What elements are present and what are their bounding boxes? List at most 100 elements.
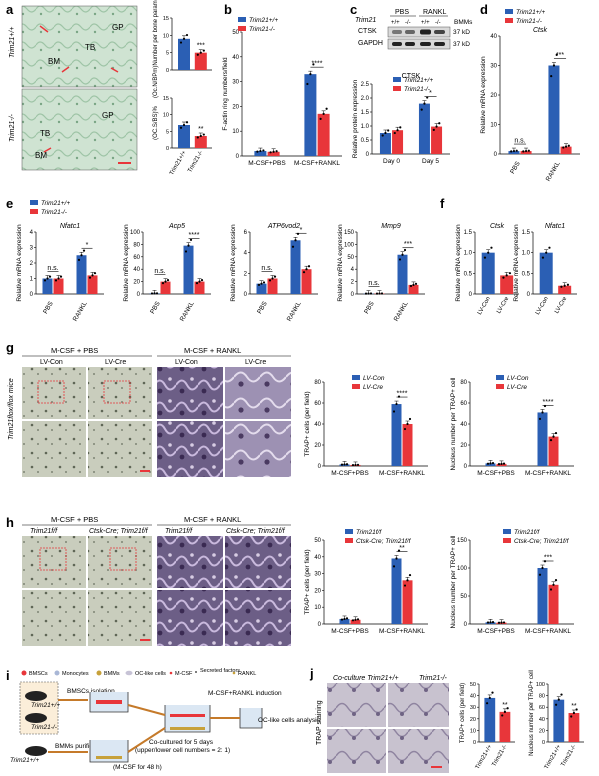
x-tick-label: RANKL xyxy=(72,300,89,323)
legend-oc-cells: OC-like cells xyxy=(135,671,166,677)
tick-label: 60 xyxy=(133,255,140,261)
legend-label: Trim21-/- xyxy=(249,26,276,33)
significance-label: *** xyxy=(556,52,564,59)
data-point xyxy=(401,253,404,256)
data-point xyxy=(545,251,548,254)
significance-label: *** xyxy=(404,241,412,248)
x-tick-label: M-CSF+RANKL xyxy=(379,470,425,477)
data-point xyxy=(319,117,322,120)
legend-mcsf: M-CSF xyxy=(175,671,193,677)
data-point xyxy=(57,277,60,280)
x-tick-label: LV-Con xyxy=(477,296,492,316)
tick-label: 1.0 xyxy=(464,251,473,257)
significance-label: **** xyxy=(543,399,554,406)
data-point xyxy=(491,621,495,624)
data-point xyxy=(343,617,346,621)
data-point xyxy=(566,283,570,286)
x-tick-label: Day 0 xyxy=(383,158,400,165)
header-ctsk-cre-2: Ctsk-Cre; Trim21f/f xyxy=(226,528,286,535)
panel-letter-g: g xyxy=(6,340,14,355)
panel-i: i BMSCs Monocytes BMMs OC-like cells M-C… xyxy=(6,668,321,771)
x-tick-label: PBS xyxy=(256,300,269,315)
data-point xyxy=(552,64,556,67)
bar-wt xyxy=(548,65,560,154)
data-point xyxy=(161,281,165,285)
bar-wt xyxy=(537,568,548,624)
significance-label: n.s. xyxy=(154,268,165,275)
data-point xyxy=(505,274,508,277)
tick-label: 80 xyxy=(133,242,140,248)
tick-label: 2 xyxy=(244,271,248,277)
data-point xyxy=(322,112,325,115)
tick-label: 40 xyxy=(460,422,467,428)
data-point xyxy=(273,275,277,278)
legend-label: Trim21+/+ xyxy=(249,17,278,24)
tick-label: 0 xyxy=(244,292,248,298)
bar-ko xyxy=(402,424,413,466)
tick-label: 40 xyxy=(314,555,321,561)
tick-label: 30 xyxy=(232,80,239,86)
tick-label: 0 xyxy=(494,152,498,158)
data-point xyxy=(423,102,426,105)
legend-label: Trim21+/+ xyxy=(404,77,433,84)
tick-label: 60 xyxy=(539,705,545,711)
tick-label: 0 xyxy=(542,740,545,746)
bar-wt xyxy=(76,255,87,294)
data-point xyxy=(560,285,563,288)
data-point xyxy=(378,292,381,295)
data-point xyxy=(275,150,278,153)
data-point xyxy=(271,277,274,280)
tick-label: 2.5 xyxy=(361,82,370,88)
data-point xyxy=(302,271,306,274)
y-axis-label: (Oc.N/BPm)Number per bone parameter xyxy=(153,0,159,98)
micrograph-h-2 xyxy=(88,536,152,588)
tick-label: 1.5 xyxy=(464,230,473,236)
data-point xyxy=(88,276,92,279)
header-mcsf-pbs: M-CSF + PBS xyxy=(51,346,98,355)
data-point xyxy=(506,707,509,710)
data-point xyxy=(395,402,398,406)
data-point xyxy=(343,463,346,466)
data-point xyxy=(312,63,315,66)
legend-swatch xyxy=(496,375,504,380)
data-point xyxy=(185,33,189,37)
data-point xyxy=(272,150,275,153)
data-point xyxy=(500,621,503,624)
x-tick-label: Trim21+/+ xyxy=(475,744,494,771)
bmsc-icon xyxy=(21,670,27,676)
data-point xyxy=(564,145,568,148)
data-point xyxy=(500,462,503,465)
blot-strip-ctsk xyxy=(387,26,451,38)
legend-swatch xyxy=(30,200,38,205)
bar-ko xyxy=(267,151,280,156)
micrograph-h-7 xyxy=(157,590,223,646)
chart-title: ATP6vod2 xyxy=(267,223,300,230)
legend-monocytes: Monocytes xyxy=(62,671,89,677)
micrograph-g-7 xyxy=(157,421,223,477)
bar-wt xyxy=(418,103,430,154)
significance-label: ** xyxy=(399,545,405,552)
header-lv-cre-1: LV-Cre xyxy=(105,359,126,366)
tick-label: 0 xyxy=(351,292,355,298)
data-point xyxy=(345,463,349,466)
mouse-icon xyxy=(25,691,47,756)
data-point xyxy=(497,621,501,624)
tick-label: 10 xyxy=(232,129,239,135)
panel-letter-f: f xyxy=(440,196,445,211)
tick-label: 0 xyxy=(464,464,468,470)
legend-label: Ctsk-Cre; Trim21f/f xyxy=(514,538,570,545)
bar-ko xyxy=(548,584,559,624)
data-point xyxy=(187,244,190,247)
legend-label: Ctsk-Cre; Trim21f/f xyxy=(356,538,412,545)
chart-a-bottom: 0 5 10 15 (OC.S/BS)% ** Trim21+/+ Trim21-/- xyxy=(153,96,212,176)
data-point xyxy=(182,123,186,127)
tick-label: 20 xyxy=(133,280,140,286)
significance-label: ** xyxy=(502,702,508,709)
tick-label: 100 xyxy=(457,566,468,572)
tissue-label-tb-top: TB xyxy=(85,43,95,52)
data-point xyxy=(502,276,505,279)
data-point xyxy=(541,411,544,414)
significance-label: * xyxy=(429,90,432,97)
data-point xyxy=(555,53,558,56)
